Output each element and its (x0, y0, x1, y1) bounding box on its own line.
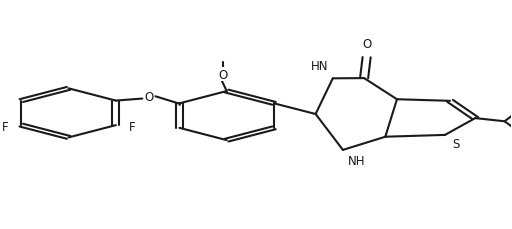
Text: S: S (452, 137, 459, 150)
Text: NH: NH (348, 154, 366, 167)
Text: O: O (362, 38, 371, 51)
Text: HN: HN (311, 60, 329, 73)
Text: O: O (219, 68, 228, 81)
Text: O: O (144, 90, 154, 103)
Text: F: F (2, 120, 9, 133)
Text: F: F (129, 120, 135, 133)
